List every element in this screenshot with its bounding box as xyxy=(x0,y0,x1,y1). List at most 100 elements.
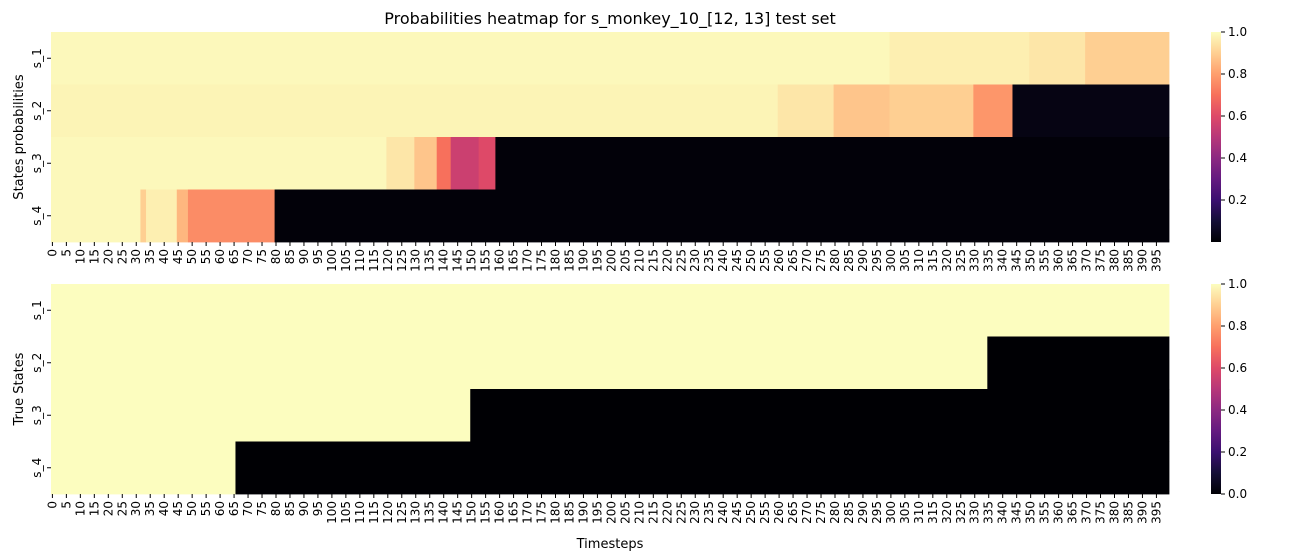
x-tick-label: 60 xyxy=(213,249,227,264)
x-tick-label: 10 xyxy=(73,501,87,516)
heatmap-cell-s_1-0 xyxy=(51,284,1170,337)
x-tick-label: 310 xyxy=(912,249,926,272)
x-tick-label: 325 xyxy=(954,501,968,524)
x-tick-label: 25 xyxy=(115,501,129,516)
row-label-s_3: s_3 xyxy=(30,405,44,425)
x-tick-label: 365 xyxy=(1066,249,1080,272)
x-tick-label: 350 xyxy=(1024,249,1038,272)
x-tick-label: 80 xyxy=(269,501,283,516)
x-tick-label: 270 xyxy=(800,501,814,524)
x-tick-label: 305 xyxy=(898,249,912,272)
x-tick-label: 390 xyxy=(1135,249,1149,272)
heatmap-cell-s_4-66 xyxy=(235,441,1170,495)
x-tick-label: 40 xyxy=(157,249,171,264)
x-tick-label: 165 xyxy=(507,249,521,272)
x-tick-label: 190 xyxy=(576,501,590,524)
x-tick-label: 150 xyxy=(465,249,479,272)
x-tick-label: 130 xyxy=(409,501,423,524)
x-tick-label: 335 xyxy=(982,249,996,272)
x-tick-label: 95 xyxy=(311,249,325,264)
x-tick-label: 75 xyxy=(255,501,269,516)
x-tick-label: 290 xyxy=(856,501,870,524)
heatmap-cell-s_4-32 xyxy=(140,189,147,243)
heatmap-cell-s_4-49 xyxy=(187,189,275,243)
x-tick-label: 45 xyxy=(171,501,185,516)
x-tick-label: 135 xyxy=(423,501,437,524)
x-tick-label: 185 xyxy=(562,501,576,524)
x-tick-label: 145 xyxy=(451,249,465,272)
top-colorbar: 0.2 0.4 0.6 0.8 1.0 xyxy=(1211,25,1247,242)
x-tick-label: 370 xyxy=(1080,501,1094,524)
bottom-row-labels: s_1 s_2 s_3 s_4 xyxy=(30,300,51,478)
heatmap-cell-s_3-120 xyxy=(386,137,415,190)
x-tick-label: 30 xyxy=(129,501,143,516)
x-tick-label: 20 xyxy=(101,249,115,264)
row-label-s_4: s_4 xyxy=(30,206,44,226)
x-tick-label: 155 xyxy=(479,501,493,524)
x-tick-label: 265 xyxy=(786,249,800,272)
x-tick-label: 150 xyxy=(465,501,479,524)
x-tick-label: 20 xyxy=(101,501,115,516)
x-tick-label: 40 xyxy=(157,501,171,516)
x-tick-label: 260 xyxy=(772,249,786,272)
colorbar-tick-label: 0.4 xyxy=(1228,151,1247,165)
x-tick-label: 375 xyxy=(1094,501,1108,524)
x-tick-label: 200 xyxy=(604,501,618,524)
top-row-labels: s_1 s_2 s_3 s_4 xyxy=(30,48,51,226)
x-tick-label: 275 xyxy=(814,501,828,524)
x-tick-label: 295 xyxy=(870,501,884,524)
chart-title: Probabilities heatmap for s_monkey_10_[1… xyxy=(384,9,836,29)
x-tick-label: 240 xyxy=(716,249,730,272)
x-tick-label: 220 xyxy=(660,249,674,272)
x-tick-label: 135 xyxy=(423,249,437,272)
x-tick-label: 385 xyxy=(1121,501,1135,524)
x-tick-label: 315 xyxy=(926,249,940,272)
heatmap-cell-s_4-34 xyxy=(146,189,178,243)
x-tick-label: 100 xyxy=(325,501,339,524)
x-tick-label: 90 xyxy=(297,501,311,516)
x-tick-label: 285 xyxy=(842,501,856,524)
x-tick-label: 315 xyxy=(926,501,940,524)
x-tick-label: 110 xyxy=(353,249,367,272)
heatmap-cell-s_4-45 xyxy=(176,189,189,243)
row-label-s_1: s_1 xyxy=(30,48,44,68)
row-label-s_2: s_2 xyxy=(30,101,44,121)
x-tick-label: 195 xyxy=(590,501,604,524)
top-y-axis-label: States probabilities xyxy=(12,74,27,200)
x-tick-label: 110 xyxy=(353,501,367,524)
x-tick-label: 95 xyxy=(311,501,325,516)
x-tick-label: 250 xyxy=(744,501,758,524)
x-tick-label: 395 xyxy=(1149,501,1163,524)
x-tick-label: 285 xyxy=(842,249,856,272)
x-tick-label: 90 xyxy=(297,249,311,264)
x-tick-label: 180 xyxy=(548,501,562,524)
x-tick-label: 205 xyxy=(618,249,632,272)
x-tick-label: 225 xyxy=(674,501,688,524)
x-tick-label: 115 xyxy=(367,249,381,272)
x-tick-label: 145 xyxy=(451,501,465,524)
x-tick-label: 195 xyxy=(590,249,604,272)
x-tick-label: 320 xyxy=(940,249,954,272)
heatmap-cell-s_2-260 xyxy=(777,84,834,138)
x-tick-label: 280 xyxy=(828,501,842,524)
x-tick-label: 355 xyxy=(1038,249,1052,272)
x-tick-label: 35 xyxy=(143,249,157,264)
x-tick-label: 280 xyxy=(828,249,842,272)
colorbar-tick-label: 0.8 xyxy=(1228,67,1247,81)
heatmap-cell-s_2-330 xyxy=(973,84,1013,138)
x-tick-label: 180 xyxy=(548,249,562,272)
x-tick-label: 170 xyxy=(521,249,535,272)
colorbar-tick-label: 0.6 xyxy=(1228,361,1247,375)
colorbar-tick-label: 1.0 xyxy=(1228,277,1247,291)
x-tick-label: 60 xyxy=(213,501,227,516)
x-tick-label: 50 xyxy=(185,501,199,516)
heatmap-cell-s_2-344 xyxy=(1012,84,1170,138)
x-tick-label: 235 xyxy=(702,501,716,524)
x-tick-label: 170 xyxy=(521,501,535,524)
heatmap-cell-s_2-0 xyxy=(51,84,779,138)
heatmap-cell-s_3-159 xyxy=(495,137,1170,190)
heatmap-cell-s_3-0 xyxy=(51,389,471,442)
heatmap-cell-s_1-300 xyxy=(889,32,1030,85)
bottom-x-ticks: 0 5 10 15 20 25 30 35 40 45 50 55 60 65 70 75 80 85 90 95 10… xyxy=(45,494,1163,524)
